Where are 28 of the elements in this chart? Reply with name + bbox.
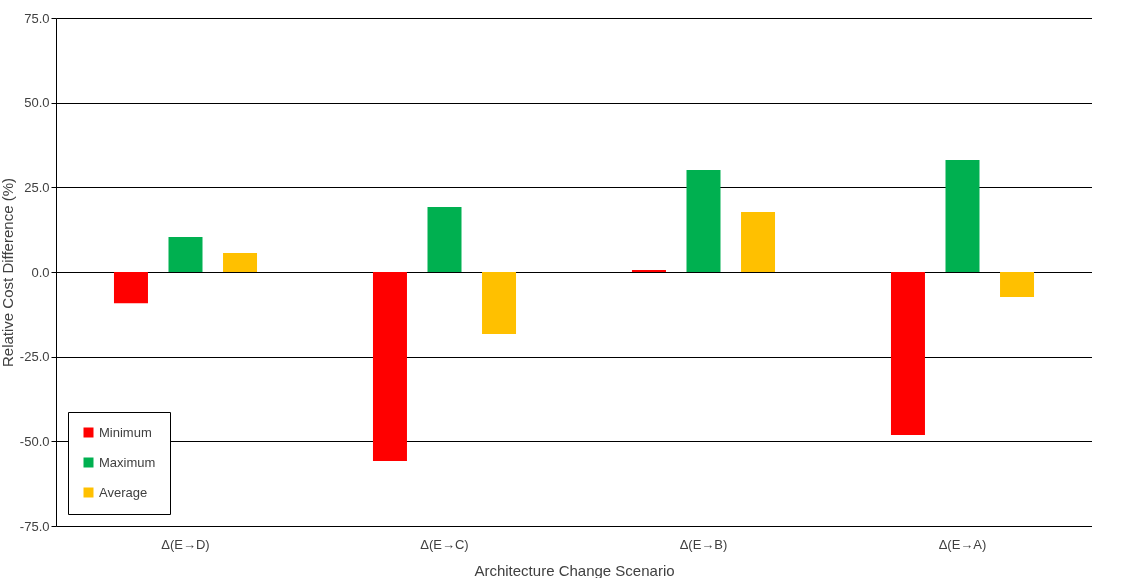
- bar: [1000, 272, 1035, 298]
- bar: [372, 272, 407, 461]
- y-tick-label: 0.0: [31, 264, 50, 280]
- x-axis-title: Architecture Change Scenario: [474, 561, 675, 579]
- bar: [741, 212, 776, 272]
- bar: [482, 272, 517, 334]
- bar: [168, 237, 203, 272]
- y-tick-label: -25.0: [19, 349, 50, 365]
- legend-label: Minimum: [99, 424, 152, 440]
- x-tick-label: Δ(E→B): [679, 536, 728, 552]
- bar: [113, 272, 148, 304]
- bar: [686, 170, 721, 272]
- bar: [223, 253, 258, 272]
- y-tick-label: -50.0: [19, 433, 50, 449]
- y-tick-label: 75.0: [24, 10, 50, 26]
- x-tick-label: Δ(E→D): [161, 536, 210, 552]
- legend-label: Average: [99, 484, 148, 500]
- bar: [427, 206, 462, 272]
- bar: [631, 269, 666, 272]
- bar: [945, 159, 980, 272]
- y-axis-title: Relative Cost Difference (%): [0, 178, 16, 367]
- x-tick-label: Δ(E→C): [420, 536, 469, 552]
- y-tick-label: 50.0: [24, 95, 50, 111]
- y-tick-label: -75.0: [19, 518, 50, 534]
- y-tick-label: 25.0: [24, 179, 50, 195]
- x-tick-label: Δ(E→A): [938, 536, 987, 552]
- legend-label: Maximum: [99, 454, 156, 470]
- bar: [890, 272, 925, 435]
